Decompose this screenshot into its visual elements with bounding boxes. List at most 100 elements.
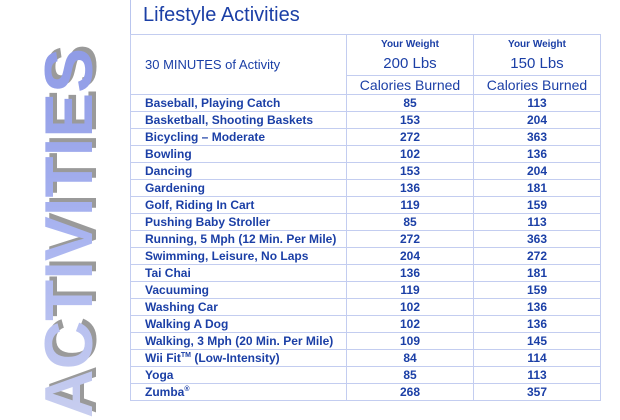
activity-name: Zumba — [145, 385, 185, 399]
activity-cell: Basketball, Shooting Baskets — [130, 111, 347, 129]
calories-150-cell: 159 — [473, 196, 601, 214]
table-row: Zumba® 268 357 — [130, 383, 601, 401]
calories-200-cell: 272 — [346, 128, 474, 146]
activity-cell: Wii FitTM (Low-Intensity) — [130, 349, 347, 367]
calories-200-cell: 204 — [346, 247, 474, 265]
calories-150-cell: 114 — [473, 349, 601, 367]
activity-cell: Swimming, Leisure, No Laps — [130, 247, 347, 265]
calories-150-cell: 204 — [473, 162, 601, 180]
activity-cell: Vacuuming — [130, 281, 347, 299]
activity-name: Bicycling – Moderate — [145, 130, 266, 144]
calories-150-cell: 113 — [473, 366, 601, 384]
calories-200-cell: 109 — [346, 332, 474, 350]
activity-cell: Bowling — [130, 145, 347, 163]
calories-200-cell: 153 — [346, 111, 474, 129]
table-row: Swimming, Leisure, No Laps 204 272 — [130, 247, 601, 265]
calories-150-cell: 357 — [473, 383, 601, 401]
activity-name: Tai Chai — [145, 266, 191, 280]
calories-label: Calories Burned — [474, 75, 600, 94]
activity-name: Wii Fit — [145, 351, 181, 365]
table-row: Vacuuming 119 159 — [130, 281, 601, 299]
table-row: Bicycling – Moderate 272 363 — [130, 128, 601, 146]
table-row: Walking A Dog 102 136 — [130, 315, 601, 333]
activity-name: Yoga — [145, 368, 174, 382]
activity-cell: Running, 5 Mph (12 Min. Per Mile) — [130, 230, 347, 248]
activity-name: Swimming, Leisure, No Laps — [145, 249, 309, 263]
table-row: Dancing 153 204 — [130, 162, 601, 180]
activity-name: Bowling — [145, 147, 192, 161]
side-decorative-word: ACTIVITIES ACTIVITIES — [22, 40, 122, 418]
calories-200-cell: 119 — [346, 281, 474, 299]
calories-150-cell: 204 — [473, 111, 601, 129]
calories-150-cell: 136 — [473, 315, 601, 333]
table-row: Gardening 136 181 — [130, 179, 601, 197]
activity-cell: Walking, 3 Mph (20 Min. Per Mile) — [130, 332, 347, 350]
calories-200-cell: 136 — [346, 179, 474, 197]
activity-cell: Walking A Dog — [130, 315, 347, 333]
activity-name: Gardening — [145, 181, 206, 195]
calories-200-cell: 272 — [346, 230, 474, 248]
activity-name: Pushing Baby Stroller — [145, 215, 271, 229]
trademark-mark: ® — [184, 386, 190, 393]
activity-name: Walking, 3 Mph (20 Min. Per Mile) — [145, 334, 334, 348]
activity-name: Baseball, Playing Catch — [145, 96, 281, 110]
weight-label: Your Weight — [381, 39, 439, 50]
calories-150-cell: 113 — [473, 94, 601, 112]
activity-cell: Golf, Riding In Cart — [130, 196, 347, 214]
calories-150-cell: 145 — [473, 332, 601, 350]
calories-label: Calories Burned — [347, 75, 473, 94]
calories-table-container: 30 MINUTES of Activity Your Weight 200 L… — [130, 34, 601, 401]
table-row: Washing Car 102 136 — [130, 298, 601, 316]
activity-name: Vacuuming — [145, 283, 210, 297]
calories-150-cell: 113 — [473, 213, 601, 231]
calories-200-cell: 102 — [346, 315, 474, 333]
table-row: Basketball, Shooting Baskets 153 204 — [130, 111, 601, 129]
table-row: Pushing Baby Stroller 85 113 — [130, 213, 601, 231]
table-header-row: 30 MINUTES of Activity Your Weight 200 L… — [130, 34, 601, 95]
table-row: Yoga 85 113 — [130, 366, 601, 384]
activity-name: Golf, Riding In Cart — [145, 198, 255, 212]
weight-column-header-150: Your Weight 150 Lbs Calories Burned — [473, 34, 601, 95]
trademark-mark: TM — [180, 352, 191, 359]
activity-cell: Pushing Baby Stroller — [130, 213, 347, 231]
activity-name: Running, 5 Mph (12 Min. Per Mile) — [145, 232, 337, 246]
table-row: Running, 5 Mph (12 Min. Per Mile) 272 363 — [130, 230, 601, 248]
calories-200-cell: 84 — [346, 349, 474, 367]
calories-200-cell: 102 — [346, 145, 474, 163]
calories-200-cell: 85 — [346, 94, 474, 112]
activity-cell: Yoga — [130, 366, 347, 384]
table-row: Baseball, Playing Catch 85 113 — [130, 94, 601, 112]
weight-column-header-200: Your Weight 200 Lbs Calories Burned — [346, 34, 474, 95]
calories-150-cell: 363 — [473, 230, 601, 248]
side-word-graphic: ACTIVITIES ACTIVITIES — [31, 44, 111, 418]
calories-150-cell: 136 — [473, 145, 601, 163]
calories-table: 30 MINUTES of Activity Your Weight 200 L… — [130, 34, 601, 401]
activity-cell: Dancing — [130, 162, 347, 180]
weight-label: Your Weight — [508, 39, 566, 50]
calories-200-cell: 102 — [346, 298, 474, 316]
calories-150-cell: 363 — [473, 128, 601, 146]
activity-column-header: 30 MINUTES of Activity — [130, 34, 347, 95]
calories-150-cell: 181 — [473, 179, 601, 197]
activity-name: Dancing — [145, 164, 193, 178]
side-word-shadow: ACTIVITIES — [35, 44, 111, 414]
table-row: Golf, Riding In Cart 119 159 — [130, 196, 601, 214]
activity-cell: Bicycling – Moderate — [130, 128, 347, 146]
calories-200-cell: 119 — [346, 196, 474, 214]
table-body: Baseball, Playing Catch 85 113 Basketball, … — [130, 94, 601, 401]
activity-cell: Tai Chai — [130, 264, 347, 282]
calories-200-cell: 268 — [346, 383, 474, 401]
activity-suffix: (Low-Intensity) — [194, 351, 280, 365]
calories-150-cell: 159 — [473, 281, 601, 299]
activity-name: Walking A Dog — [145, 317, 229, 331]
activity-cell: Gardening — [130, 179, 347, 197]
calories-200-cell: 153 — [346, 162, 474, 180]
activity-cell: Baseball, Playing Catch — [130, 94, 347, 112]
weight-value: 150 Lbs — [510, 55, 564, 72]
calories-150-cell: 181 — [473, 264, 601, 282]
calories-200-cell: 85 — [346, 366, 474, 384]
table-row: Bowling 102 136 — [130, 145, 601, 163]
weight-value: 200 Lbs — [383, 55, 437, 72]
side-word-fill: ACTIVITIES — [31, 48, 107, 418]
table-row: Walking, 3 Mph (20 Min. Per Mile) 109 145 — [130, 332, 601, 350]
